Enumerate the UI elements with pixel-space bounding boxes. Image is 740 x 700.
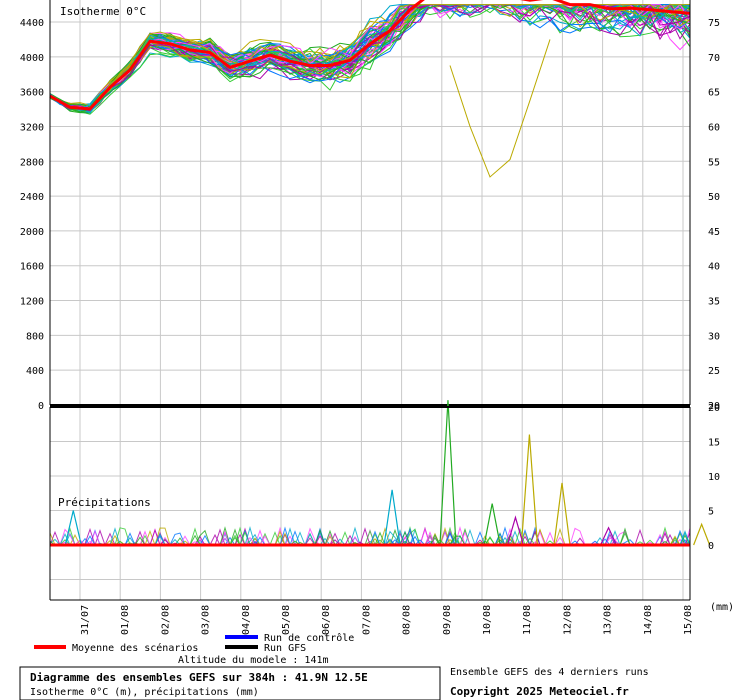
precip-y-tick: 5 bbox=[708, 507, 714, 518]
precip-spike bbox=[383, 489, 401, 546]
isotherm-panel: 4400400036003200280024002000160012008004… bbox=[20, 0, 720, 412]
copyright: Copyright 2025 Meteociel.fr bbox=[450, 685, 629, 698]
isotherm-panel-label: Isotherme 0°C bbox=[60, 5, 146, 18]
x-tick-label: 05/08 bbox=[281, 605, 292, 635]
y-left-tick: 2400 bbox=[20, 192, 44, 203]
y-left-tick: 1200 bbox=[20, 297, 44, 308]
precip-spike bbox=[520, 434, 539, 546]
chart-title: Diagramme des ensembles GEFS sur 384h : … bbox=[30, 671, 368, 684]
model-altitude: Altitude du modele : 141m bbox=[178, 655, 329, 666]
y-left-tick: 2000 bbox=[20, 227, 44, 238]
y-left-tick: 800 bbox=[26, 331, 44, 342]
legend-label-gfs: Run GFS bbox=[264, 643, 306, 654]
precip-y-tick: 15 bbox=[708, 438, 720, 449]
y-right-tick: 60 bbox=[708, 122, 720, 133]
x-tick-label: 04/08 bbox=[241, 605, 252, 635]
y-left-tick: 1600 bbox=[20, 262, 44, 273]
x-tick-label: 03/08 bbox=[201, 605, 212, 635]
precip-y-tick: 10 bbox=[708, 472, 720, 483]
y-right-tick: 55 bbox=[708, 157, 720, 168]
ensemble-info: Ensemble GEFS des 4 derniers runs bbox=[450, 667, 649, 678]
legend-label-control: Run de contrôle bbox=[264, 632, 354, 644]
y-right-tick: 30 bbox=[708, 331, 720, 342]
precip-spike bbox=[439, 400, 457, 546]
x-tick-label: 15/08 bbox=[683, 605, 694, 635]
x-tick-label: 09/08 bbox=[442, 605, 453, 635]
x-tick-label: 13/08 bbox=[603, 605, 614, 635]
y-left-tick: 0 bbox=[38, 401, 44, 412]
x-tick-label: 08/08 bbox=[402, 605, 413, 635]
x-tick-label: 12/08 bbox=[562, 605, 573, 635]
y-left-tick: 4400 bbox=[20, 18, 44, 29]
ensemble-member-line bbox=[49, 4, 691, 113]
y-right-tick: 50 bbox=[708, 192, 720, 203]
x-tick-label: 06/08 bbox=[321, 605, 332, 635]
y-right-tick: 25 bbox=[708, 366, 720, 377]
y-left-tick: 400 bbox=[26, 366, 44, 377]
x-tick-label: 31/07 bbox=[80, 605, 91, 635]
y-left-tick: 4000 bbox=[20, 53, 44, 64]
precip-spike bbox=[483, 503, 501, 546]
y-right-tick: 45 bbox=[708, 227, 720, 238]
precip-y-tick: 0 bbox=[708, 541, 714, 552]
precip-spike bbox=[553, 482, 571, 546]
x-tick-label: 01/08 bbox=[120, 605, 131, 635]
footer-box bbox=[19, 666, 441, 700]
y-left-tick: 2800 bbox=[20, 157, 44, 168]
chart-subtitle: Isotherme 0°C (m), précipitations (mm) bbox=[30, 686, 259, 698]
x-tick-label: 11/08 bbox=[522, 605, 533, 635]
ensemble-member-line bbox=[449, 39, 551, 178]
x-tick-label: 10/08 bbox=[482, 605, 493, 635]
precip-spike bbox=[693, 522, 711, 546]
mean-line bbox=[49, 0, 691, 111]
y-right-tick: 65 bbox=[708, 88, 720, 99]
y-right-tick: 75 bbox=[708, 18, 720, 29]
y-right-tick: 40 bbox=[708, 262, 720, 273]
precip-y-tick: 20 bbox=[708, 403, 720, 414]
y-right-tick: 70 bbox=[708, 53, 720, 64]
y-left-tick: 3600 bbox=[20, 88, 44, 99]
legend-label-mean: Moyenne des scénarios bbox=[72, 642, 198, 654]
ensemble-member-line bbox=[49, 4, 691, 110]
y-left-tick: 3200 bbox=[20, 122, 44, 133]
y-right-tick: 35 bbox=[708, 297, 720, 308]
precip-panel-label: Précipitations bbox=[58, 496, 151, 509]
precip-spike bbox=[506, 515, 525, 546]
x-tick-label: 14/08 bbox=[643, 605, 654, 635]
ensemble-member-line bbox=[49, 4, 691, 112]
y-right-tick: 20 bbox=[708, 401, 720, 412]
x-tick-label: 02/08 bbox=[160, 605, 171, 635]
precip-unit-label: (mm) bbox=[710, 602, 734, 613]
precip-panel: 20 15 10 5 0 Précipitations (mm) bbox=[49, 400, 734, 613]
x-tick-label: 07/08 bbox=[361, 605, 372, 635]
precip-spike bbox=[600, 526, 618, 546]
legend: Run de contrôle Run GFS Moyenne des scén… bbox=[34, 632, 354, 654]
precip-spike bbox=[64, 510, 82, 546]
